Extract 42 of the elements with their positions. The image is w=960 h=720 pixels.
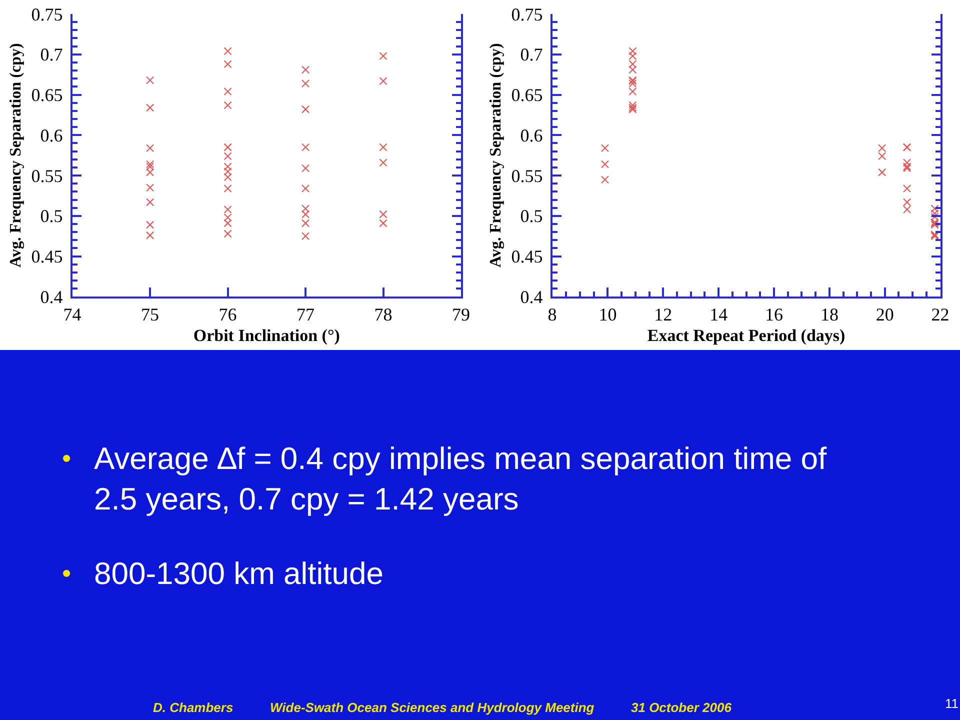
x-tick-label: 75 <box>141 304 160 324</box>
y-axis-title: Avg. Frequency Separation (cpy) <box>8 43 25 268</box>
y-tick-label: 0.4 <box>40 287 63 307</box>
x-axis-title: Orbit Inclination (°) <box>193 326 340 346</box>
x-tick-label: 76 <box>218 304 237 324</box>
x-axis-title: Exact Repeat Period (days) <box>647 326 846 346</box>
y-tick-label: 0.65 <box>511 85 543 106</box>
x-tick-label: 8 <box>548 304 557 324</box>
y-tick-label: 0.4 <box>520 287 543 307</box>
y-tick-label: 0.5 <box>40 206 63 226</box>
y-tick-label: 0.7 <box>40 44 63 65</box>
text: D. Chambers <box>153 700 234 715</box>
x-tick-label: 20 <box>876 304 894 324</box>
y-tick-label: 0.45 <box>511 246 543 267</box>
y-tick-label: 0.5 <box>520 206 543 226</box>
text: • <box>62 558 72 588</box>
text: 11 <box>945 696 958 711</box>
y-axis-title: Avg. Frequency Separation (cpy) <box>488 43 505 268</box>
y-tick-label: 0.75 <box>31 4 63 24</box>
y-tick-label: 0.6 <box>40 125 63 146</box>
y-tick-label: 0.75 <box>511 4 543 24</box>
text: Wide-Swath Ocean Sciences and Hydrology Meeting <box>270 700 594 715</box>
y-tick-label: 0.65 <box>31 85 63 106</box>
y-tick-label: 0.55 <box>511 166 543 186</box>
y-tick-label: 0.6 <box>520 125 543 146</box>
y-tick-label: 0.7 <box>520 44 543 65</box>
y-tick-label: 0.55 <box>31 166 63 186</box>
text: 31 October 2006 <box>631 700 732 715</box>
x-tick-label: 78 <box>374 304 392 324</box>
x-tick-label: 74 <box>63 304 82 324</box>
x-tick-label: 14 <box>710 304 728 324</box>
x-tick-label: 22 <box>931 304 950 324</box>
x-tick-label: 18 <box>820 304 838 324</box>
y-tick-label: 0.45 <box>31 246 63 267</box>
text: 800-1300 km altitude <box>94 556 384 591</box>
text: Average ∆f = 0.4 cpy implies mean separation time of 2.5 years, 0.7 cpy = 1.42 years <box>94 441 828 516</box>
x-tick-label: 79 <box>452 304 470 324</box>
text: • <box>62 443 72 473</box>
x-tick-label: 16 <box>765 304 784 324</box>
x-tick-label: 10 <box>598 304 617 324</box>
x-tick-label: 12 <box>654 304 672 324</box>
x-tick-label: 77 <box>296 304 315 324</box>
